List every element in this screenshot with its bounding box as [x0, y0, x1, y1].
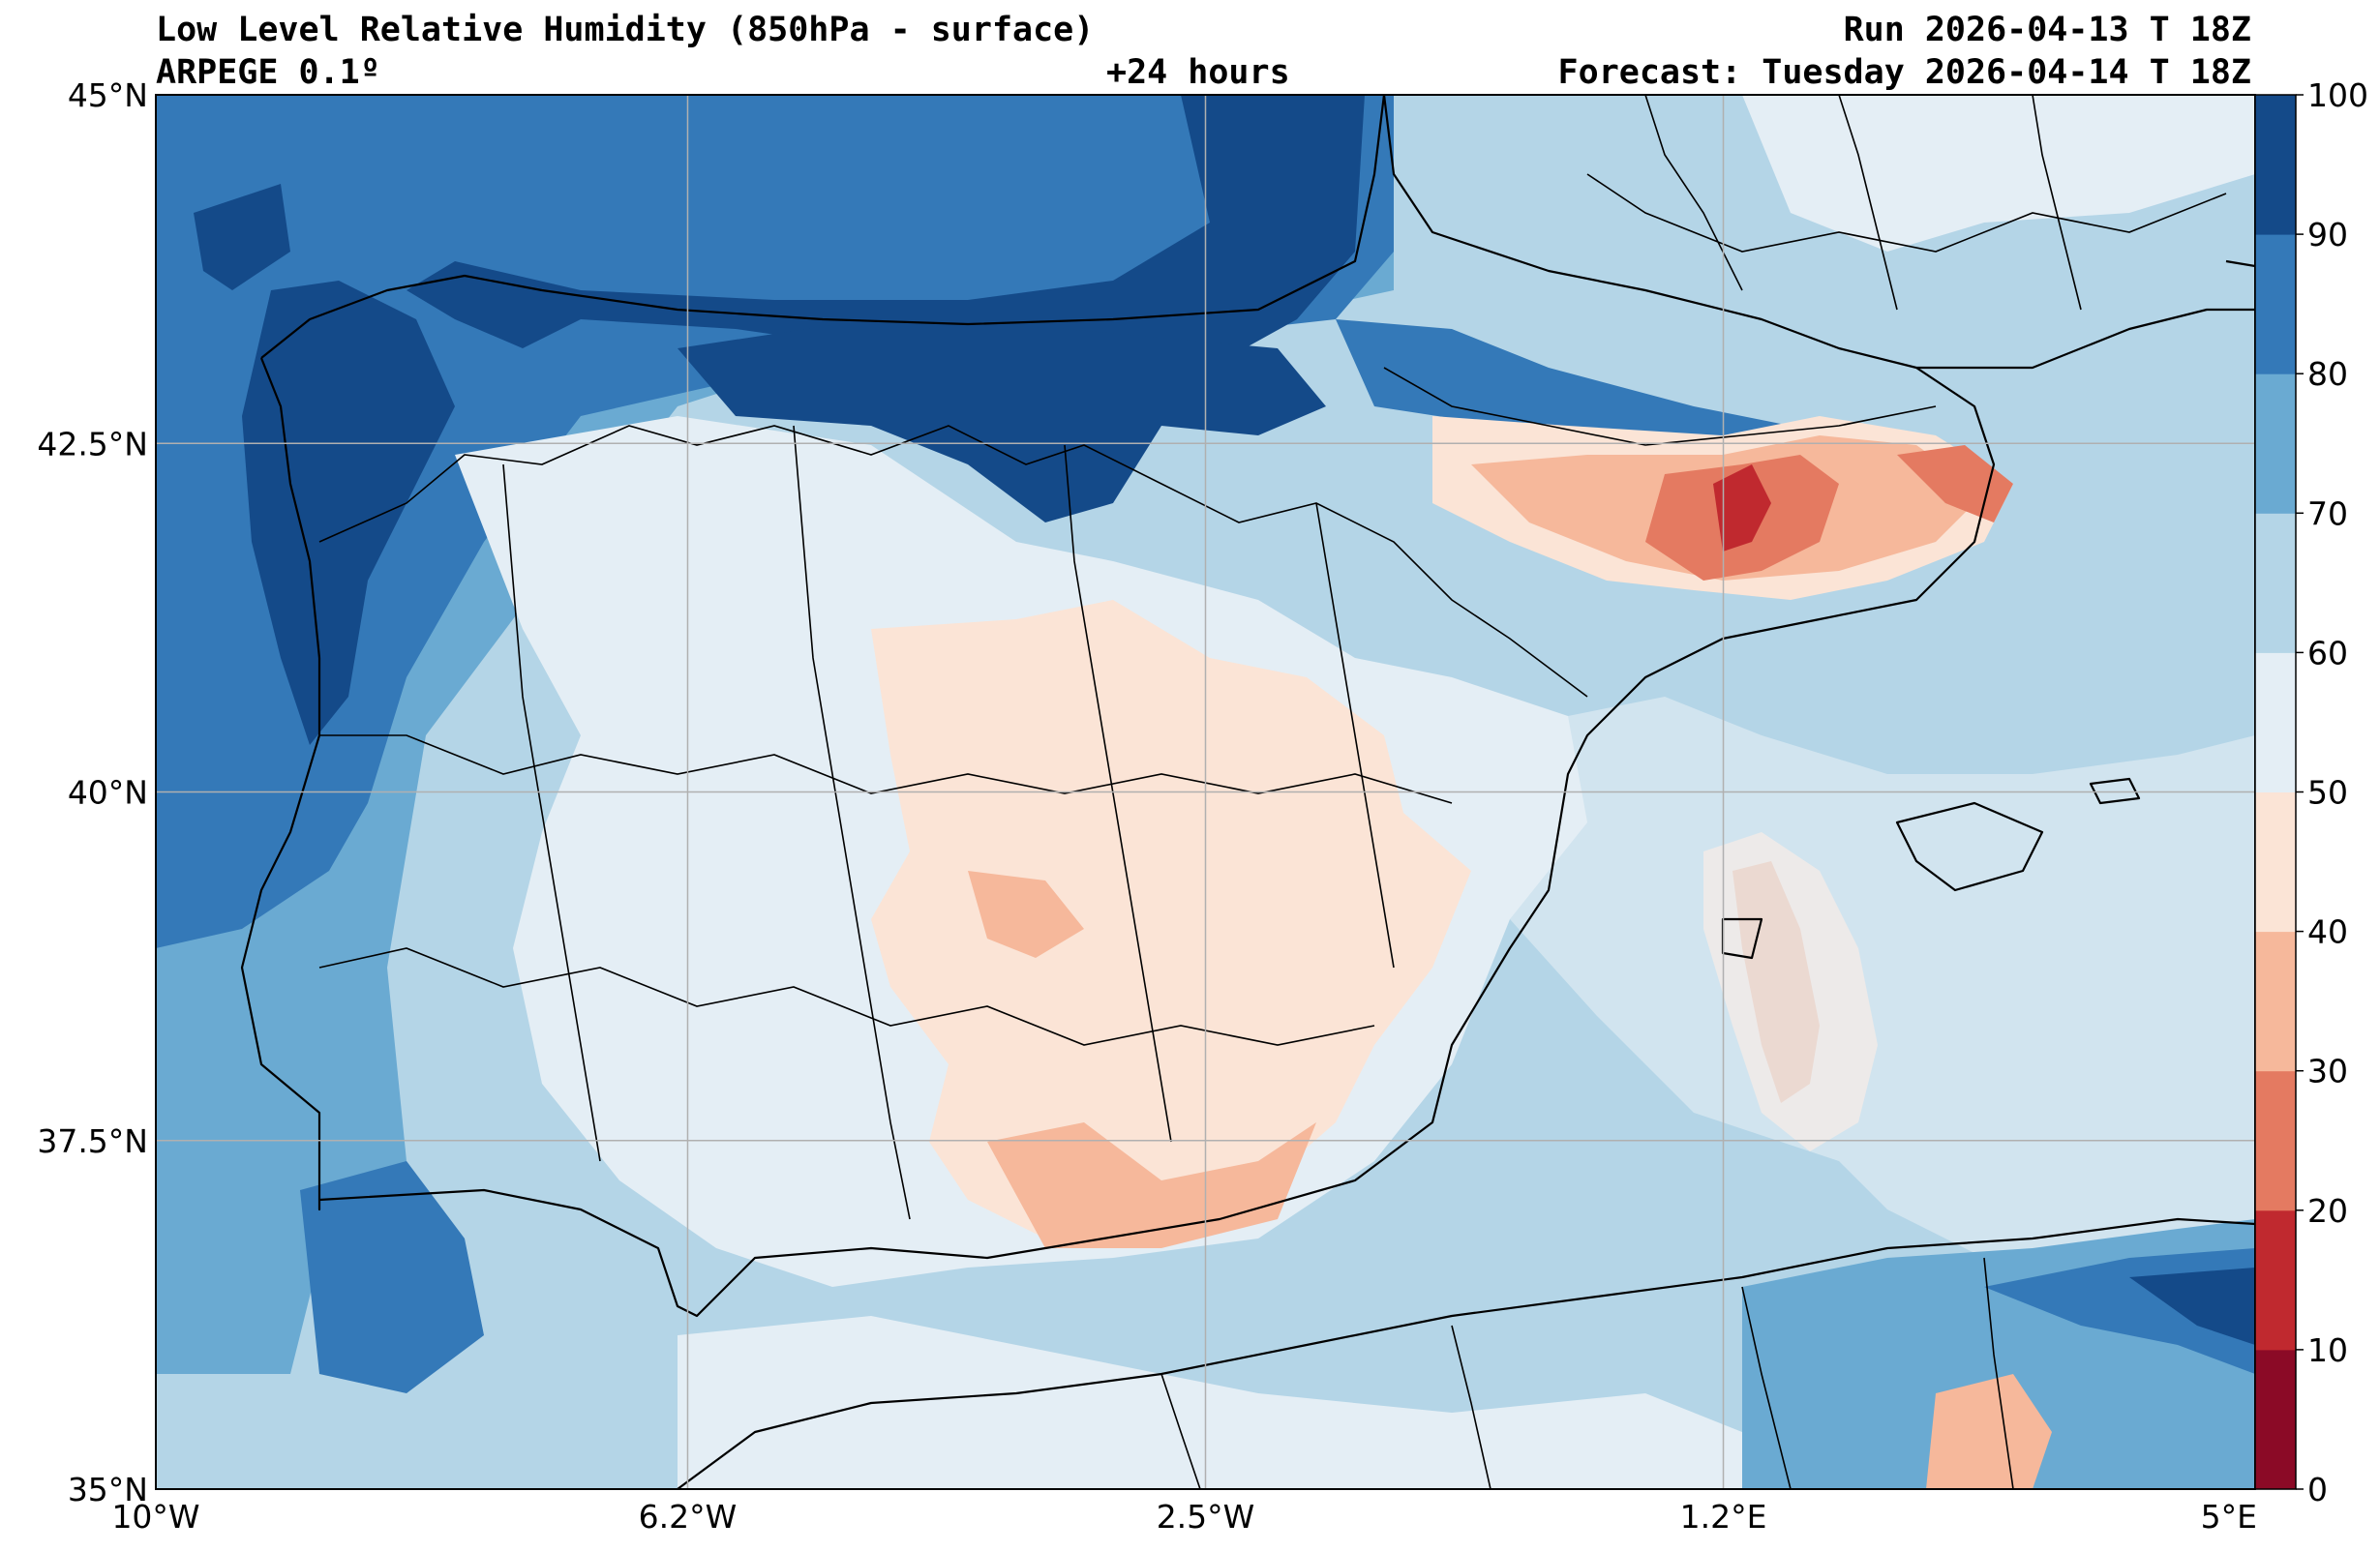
border-line: [1586, 173, 2227, 253]
borders: [318, 95, 2227, 1489]
colorbar-segment: [2255, 234, 2296, 374]
colorbar-label: 80: [2307, 355, 2348, 393]
colorbar-label: 60: [2307, 634, 2348, 672]
colorbar-segment: [2255, 1349, 2296, 1490]
lon-tick-label: 2.5°W: [1157, 1498, 1255, 1536]
border-line: [1983, 1257, 2014, 1489]
field-10-20-ebro: [1713, 464, 1771, 552]
border-line: [793, 425, 911, 1220]
corsica-outline: [2225, 259, 2255, 268]
menorca-outline: [2089, 777, 2141, 805]
border-line: [1741, 1286, 1792, 1489]
colorbar-label: 90: [2307, 216, 2348, 254]
colorbar-segment: [2255, 373, 2296, 514]
lon-tick-label: 10°W: [111, 1498, 199, 1536]
border-line: [1838, 95, 1898, 311]
mallorca-outline: [1895, 801, 2044, 892]
field-90-100-africa: [2129, 1268, 2255, 1345]
field-30-40-southeast: [987, 1122, 1316, 1248]
lat-tick-label: 40°N: [68, 774, 148, 812]
colorbar-segment: [2255, 1070, 2296, 1211]
forecast-label: Forecast: Tuesday 2026-04-14 T 18Z: [1557, 53, 2251, 92]
lat-tick-labels: 35°N 37.5°N 40°N 42.5°N 45°N: [37, 76, 148, 1508]
border-line: [319, 734, 1453, 804]
border-line: [318, 425, 1588, 698]
model-label: ARPEGE 0.1º: [156, 53, 380, 92]
field-90-100-galicia: [242, 281, 455, 745]
field-30-40-africa: [1926, 1374, 2052, 1489]
lat-tick-label: 37.5°N: [37, 1122, 148, 1160]
colorbar-segment: [2255, 1209, 2296, 1351]
map-title: Low Level Relative Humidity (850hPa - su…: [156, 11, 1095, 49]
iberian-coast: [240, 357, 1996, 1318]
colorbar-label: 10: [2307, 1331, 2348, 1369]
field-30-40-inland: [968, 871, 1084, 958]
africa-coast: [677, 1217, 2255, 1489]
field-90-100-north-coast: [407, 95, 1365, 377]
run-label: Run 2026-04-13 T 18Z: [1843, 11, 2251, 49]
field-50-60-alboran: [678, 1316, 1742, 1489]
lead-time-label: +24 hours: [1106, 53, 1290, 92]
lon-tick-label: 1.2°E: [1680, 1498, 1767, 1536]
lat-tick-label: 35°N: [68, 1471, 148, 1508]
field-40-50-central: [871, 600, 1471, 1239]
colorbar-label: 50: [2307, 774, 2348, 812]
border-line: [1383, 367, 1937, 446]
lon-tick-labels: 10°W 6.2°W 2.5°W 1.2°E 5°E: [111, 1498, 2257, 1536]
colorbar-label: 40: [2307, 913, 2348, 951]
border-line: [1160, 1373, 1201, 1489]
lat-tick-label: 42.5°N: [37, 425, 148, 463]
colorbar-label: 30: [2307, 1053, 2348, 1090]
field-90-100-cantabria: [678, 319, 1326, 522]
border-line: [1064, 444, 1172, 1143]
lon-tick-label: 6.2°W: [639, 1498, 738, 1536]
colorbar-label: 20: [2307, 1192, 2348, 1230]
lat-tick-label: 45°N: [68, 76, 148, 114]
colorbar-label: 70: [2307, 494, 2348, 532]
colorbar-segment: [2255, 652, 2296, 792]
colorbar: 0 10 20 30 40 50 60 70 80 90 100: [2254, 76, 2368, 1508]
border-line: [1315, 502, 1395, 969]
border-line: [1451, 1325, 1491, 1489]
border-line: [318, 947, 1375, 1046]
coastlines: [240, 95, 2255, 1489]
field-90-100-atlantic: [194, 184, 290, 290]
lon-tick-label: 5°E: [2201, 1498, 2257, 1536]
field-50-60-med: [1510, 697, 2255, 1277]
border-line: [502, 463, 601, 1162]
colorbar-segment: [2255, 513, 2296, 653]
border-line: [2032, 95, 2082, 311]
france-coast: [1382, 95, 2255, 370]
field-80-90-sw: [300, 1161, 484, 1393]
colorbar-label: 0: [2307, 1471, 2328, 1508]
colorbar-segment: [2255, 791, 2296, 933]
field-50-60-france: [1742, 95, 2255, 252]
north-coast: [260, 95, 1386, 359]
colorbar-segment: [2255, 931, 2296, 1072]
colorbar-segment: [2255, 95, 2296, 235]
colorbar-label: 100: [2307, 76, 2368, 114]
